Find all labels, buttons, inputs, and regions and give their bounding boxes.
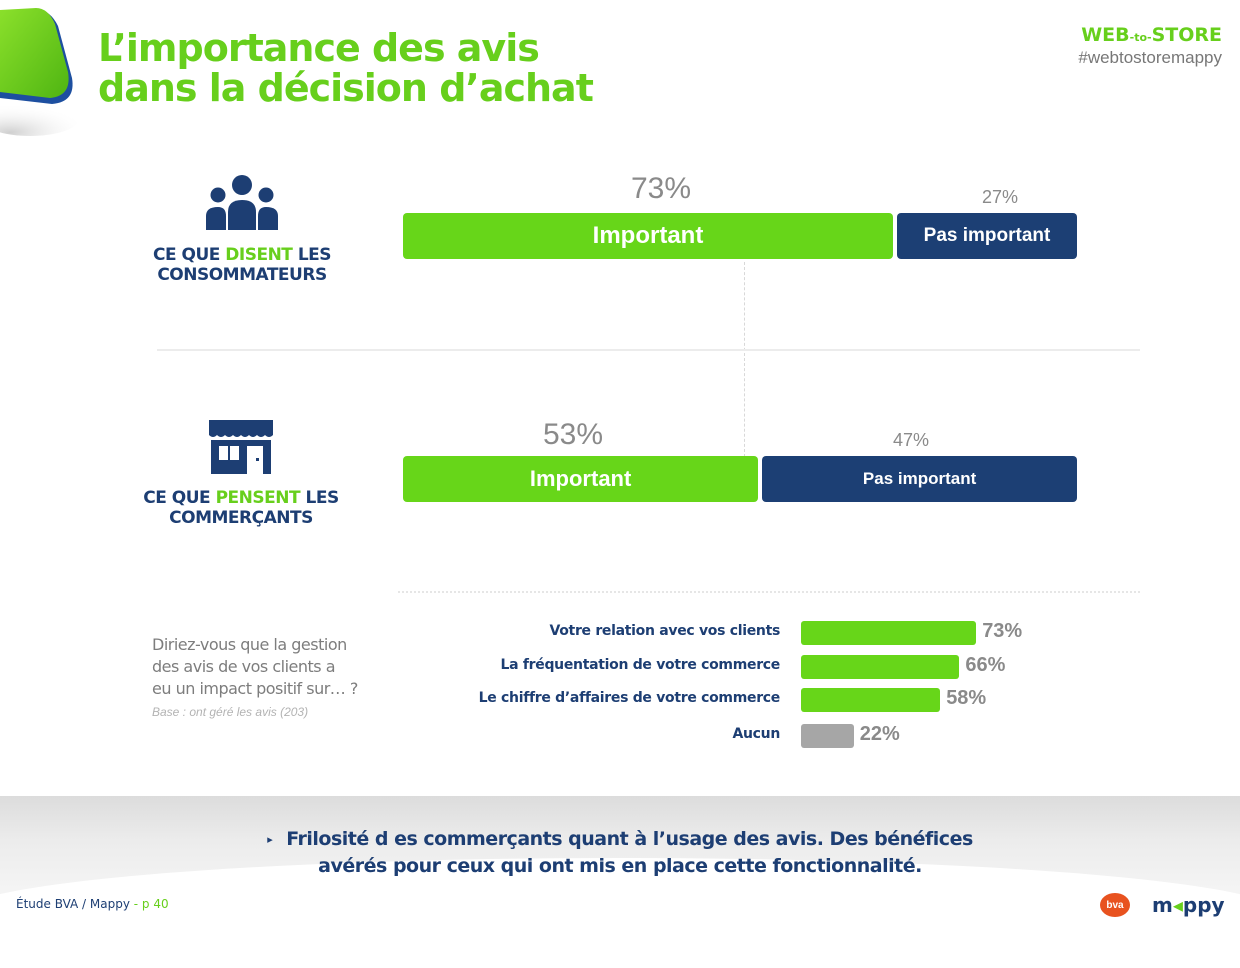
survey-question: Diriez-vous que la gestion des avis de v… (152, 634, 358, 700)
impact-value-label: 66% (965, 653, 1006, 676)
midline-divider (744, 262, 745, 457)
bar-label: Important (592, 222, 704, 249)
impact-category-label: Aucun (732, 725, 780, 742)
storefront-icon (209, 420, 273, 474)
bar-label: Pas important (923, 225, 1051, 246)
impact-bar (801, 688, 941, 712)
impact-value-label: 58% (946, 687, 987, 709)
dotted-divider (398, 591, 1140, 593)
title-line-2: dans la décision d’achat (98, 66, 594, 110)
label-highlight: DISENT (225, 245, 293, 265)
segment-merchants-label: CE QUE PENSENT LES COMMERÇANTS (138, 488, 344, 528)
survey-base: Base : ont géré les avis (203) (152, 705, 309, 719)
consumers-important-pct: 73% (631, 172, 692, 205)
consumers-not-important-pct: 27% (982, 187, 1019, 207)
brand-store: STORE (1151, 24, 1222, 46)
impact-category-label: Votre relation avec vos clients (549, 623, 780, 639)
impact-category-label: La fréquentation de votre commerce (500, 656, 781, 673)
page-number: - p 40 (129, 897, 169, 911)
label-line-2: CONSOMMATEURS (157, 265, 327, 285)
merchants-not-important-bar: Pas important (762, 456, 1077, 502)
merchants-not-important-pct: 47% (893, 430, 930, 450)
brand-web: WEB (1081, 24, 1130, 46)
label-highlight: PENSENT (215, 488, 301, 508)
brand-logo: WEB-to-STORE (1078, 24, 1222, 46)
label-post: LES (292, 245, 332, 265)
impact-bar (801, 621, 977, 645)
bar-label: Important (529, 466, 632, 491)
corner-decoration (0, 8, 80, 136)
merchants-important-pct: 53% (543, 418, 604, 451)
conclusion-line-2: avérés pour ceux qui ont mis en place ce… (318, 855, 922, 877)
brand-block: WEB-to-STORE #webtostoremappy (1078, 24, 1222, 68)
question-line-1: Diriez-vous que la gestion (152, 635, 347, 654)
impact-bar (801, 723, 854, 748)
title-line-1: L’importance des avis (98, 26, 540, 70)
mappy-rest: ppy (1182, 893, 1225, 917)
hashtag: #webtostoremappy (1078, 48, 1222, 67)
page-title: L’importance des avis dans la décision d… (98, 26, 594, 110)
impact-value-label: 73% (982, 620, 1023, 642)
bullet-icon: ▸ (267, 833, 273, 846)
question-line-2: des avis de vos clients a (152, 657, 335, 676)
consumers-important-bar: Important (403, 213, 894, 259)
section-divider (157, 349, 1140, 351)
source-note: Étude BVA / Mappy - p 40 (16, 897, 169, 911)
conclusion-text: ▸ Frilosité d es commerçants quant à l’us… (0, 826, 1240, 880)
label-line-2: COMMERÇANTS (169, 508, 313, 528)
mappy-m: m (1152, 893, 1173, 917)
merchants-important-bar: Important (403, 456, 759, 502)
mappy-arrow-icon: ◂ (1172, 893, 1183, 917)
bva-logo: bva (1100, 893, 1130, 917)
people-group-icon (206, 175, 278, 230)
bar-label: Pas important (862, 469, 977, 488)
label-pre: CE QUE (152, 245, 226, 265)
impact-category-label: Le chiffre d’affaires de votre commerce (478, 690, 781, 706)
label-pre: CE QUE (143, 488, 216, 508)
segment-consumers-label: CE QUE DISENT LES CONSOMMATEURS (142, 245, 342, 285)
impact-value-label: 22% (859, 722, 900, 745)
impact-bar (801, 654, 960, 679)
source-text: Étude BVA / Mappy (16, 897, 130, 911)
conclusion-line-1: Frilosité d es commerçants quant à l’usa… (286, 828, 973, 850)
brand-to: -to- (1129, 31, 1152, 44)
label-post: LES (300, 488, 339, 508)
question-line-3: eu un impact positif sur… ? (152, 679, 358, 698)
consumers-not-important-bar: Pas important (897, 213, 1077, 259)
mappy-logo: m◂ppy (1152, 893, 1225, 917)
